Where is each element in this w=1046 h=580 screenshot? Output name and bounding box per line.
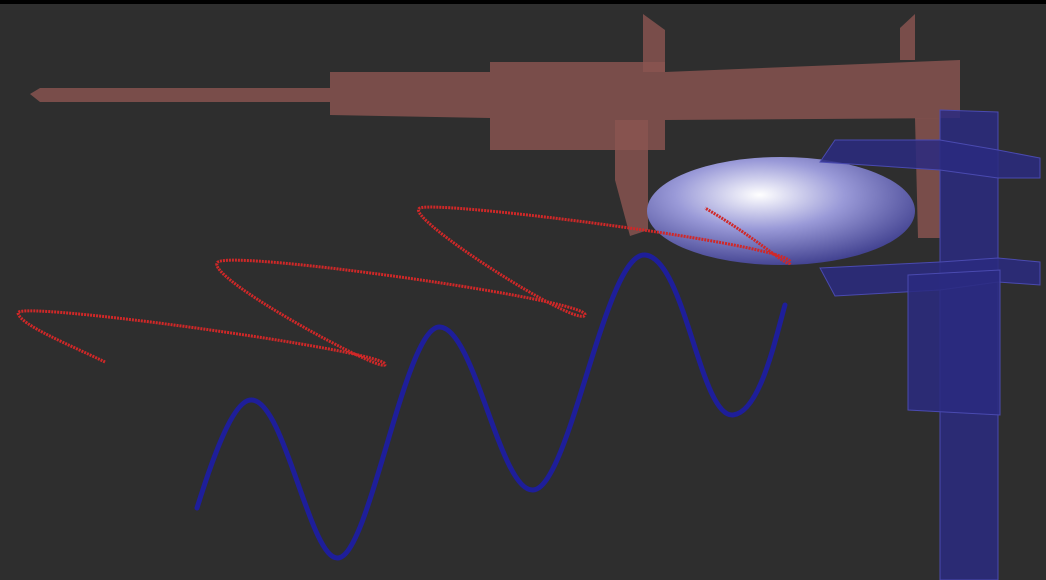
top-edge [0, 0, 1046, 4]
caliper-jaw-top-right [900, 14, 915, 60]
caliper-jaw-bottom-right [915, 118, 940, 238]
caliper-jaw-upper [819, 139, 1041, 179]
caliper-beam [330, 60, 960, 150]
caliper-rod [30, 88, 330, 102]
ellipsoid [647, 157, 915, 265]
red-zigzag [16, 205, 792, 367]
caliper-slider [907, 269, 1001, 416]
caliper-jaw-top [643, 14, 665, 72]
blue-caliper [819, 109, 1041, 580]
caliper-jaw-bottom [615, 120, 648, 236]
blue-sine [194, 252, 788, 561]
